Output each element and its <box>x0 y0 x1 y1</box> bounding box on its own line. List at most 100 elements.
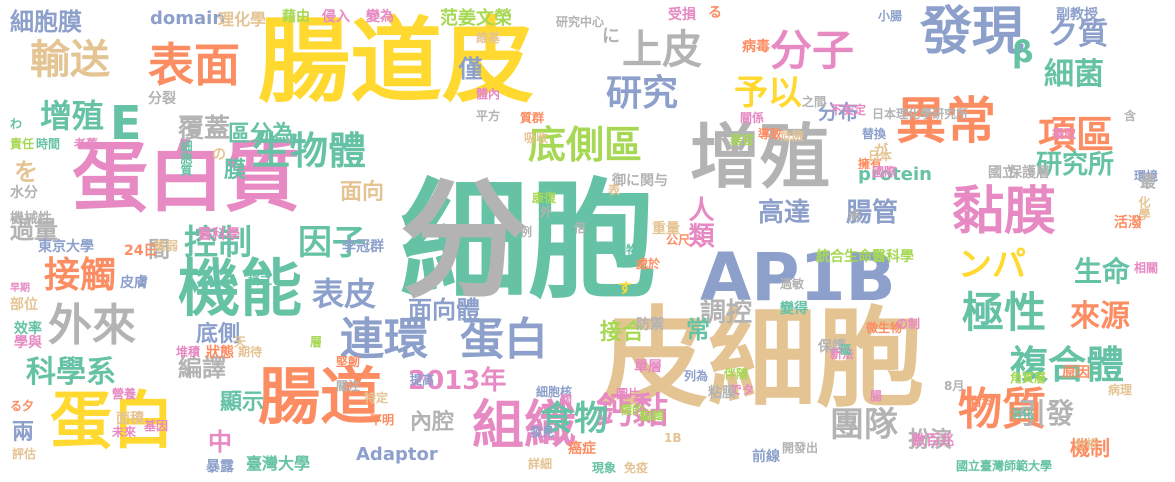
cloud-word: 外來 <box>48 300 136 351</box>
cloud-word: 開發出 <box>782 441 819 455</box>
cloud-word: Adaptor <box>356 444 438 465</box>
cloud-word: 學與 <box>14 335 42 351</box>
cloud-word: 吸收 <box>524 131 549 145</box>
cloud-word: 副教授 <box>1056 7 1098 23</box>
cloud-word: 蛋白 <box>460 314 548 365</box>
cloud-word: 組織 <box>472 396 577 456</box>
cloud-word: 公尺 <box>666 233 691 247</box>
cloud-word: 圖片 <box>616 387 641 401</box>
cloud-word: 関 <box>560 393 573 407</box>
cloud-word: 侵入 <box>322 9 350 25</box>
cloud-word: 百科 <box>970 395 995 409</box>
cloud-word: 關係 <box>740 111 765 125</box>
cloud-word: 責任 <box>10 137 35 151</box>
cloud-word: 不安定 <box>830 103 867 117</box>
cloud-word: 原因 <box>1062 365 1090 381</box>
cloud-word: 防禦 <box>636 317 664 333</box>
cloud-word: 予以 <box>734 73 802 113</box>
cloud-word: 蛋白質 <box>72 133 300 222</box>
cloud-word: 早期 <box>10 283 30 294</box>
cloud-word: す <box>618 281 632 297</box>
cloud-word: に <box>602 26 620 47</box>
cloud-word: 區分為 <box>228 122 295 147</box>
cloud-word: 項區 <box>1038 113 1115 157</box>
cloud-word: 含 <box>1124 109 1137 123</box>
cloud-word: 免疫 <box>624 461 649 475</box>
cloud-word: 面向 <box>340 180 385 205</box>
cloud-word: 細胞核 <box>536 385 573 399</box>
cloud-word: 常 <box>686 316 710 344</box>
cloud-word: 研究 <box>606 73 679 114</box>
cloud-word: 機械性 <box>10 211 52 227</box>
cloud-word: 叢 <box>1140 172 1157 191</box>
cloud-word: 藉由 <box>282 9 310 25</box>
cloud-word: 細胞質 <box>179 140 193 176</box>
cloud-word: 水分 <box>10 185 38 201</box>
cloud-word: 表面 <box>148 38 240 92</box>
cloud-word: 過量 <box>10 216 58 244</box>
cloud-word: 微生物 <box>866 321 903 335</box>
cloud-word: 病 <box>848 209 861 223</box>
cloud-word: の <box>212 147 226 163</box>
cloud-word: ンパ <box>958 245 1026 285</box>
cloud-word: 稱之 <box>248 273 273 287</box>
cloud-word: 單層 <box>634 359 662 375</box>
cloud-word: 國立 <box>988 165 1016 181</box>
cloud-word: 保護層 <box>1008 165 1050 181</box>
cloud-word: 表 <box>608 183 621 197</box>
cloud-word: を <box>14 158 38 186</box>
cloud-word: 底側區 <box>528 123 643 167</box>
cloud-word: 腸道 <box>258 360 383 433</box>
cloud-word: 細胞 <box>400 167 657 316</box>
cloud-word: でタ <box>730 383 755 397</box>
cloud-word: 細胞膜 <box>10 8 82 36</box>
cloud-word: 面向體 <box>408 296 480 324</box>
cloud-word: 保護 <box>818 339 846 355</box>
cloud-word: 基因 <box>144 419 169 433</box>
cloud-word: 小腸 <box>878 9 903 23</box>
cloud-word: 2013年 <box>408 366 507 396</box>
cloud-word: 堅韌 <box>336 355 361 369</box>
cloud-word: 腸道皮 <box>258 8 535 115</box>
cloud-word: 輸送 <box>30 37 110 83</box>
cloud-word: 導致 <box>758 127 783 141</box>
cloud-word: 細菌 <box>1044 57 1104 92</box>
cloud-word: 蛋白 <box>50 384 175 457</box>
cloud-word: 物質 <box>958 384 1046 435</box>
cloud-word: 扮演 <box>908 428 953 453</box>
cloud-word: の制 <box>896 317 921 331</box>
cloud-word: 皮細胞 <box>600 297 925 422</box>
cloud-word: 相關 <box>1134 261 1159 275</box>
cloud-word: 例 <box>520 225 533 239</box>
cloud-word: 面積 <box>116 411 144 427</box>
cloud-word: 皮膚 <box>120 275 148 291</box>
cloud-word: 國立臺灣師範大學 <box>956 459 1053 473</box>
cloud-word: 極性 <box>962 288 1047 337</box>
cloud-word: 部位 <box>10 297 38 313</box>
cloud-word: 危險 <box>780 129 805 143</box>
cloud-word: 日本 <box>868 149 893 163</box>
cloud-word: 食物 <box>540 399 608 439</box>
cloud-word: 研究所 <box>1036 150 1115 180</box>
cloud-word: 病毒 <box>742 39 770 55</box>
cloud-word: 重量 <box>652 221 680 237</box>
cloud-word: 連環 <box>340 314 428 365</box>
cloud-word: 8月 <box>944 379 965 393</box>
cloud-word: ク質 <box>1048 17 1108 52</box>
cloud-word: 處於 <box>636 257 661 271</box>
cloud-word: 堆積 <box>176 345 201 359</box>
cloud-word: 器官 <box>730 133 755 147</box>
cloud-word: 天 <box>234 335 247 349</box>
cloud-word: protein <box>858 164 932 185</box>
cloud-word: 東京大學 <box>38 239 94 255</box>
cloud-word: AP1B <box>700 239 896 316</box>
cloud-word: 現象 <box>592 461 617 475</box>
cloud-word: 國際 <box>872 165 897 179</box>
cloud-word: 關注 <box>336 379 361 393</box>
cloud-word: 調控 <box>700 298 753 328</box>
cloud-word: 控制 <box>184 223 252 263</box>
cloud-word: 標的 <box>620 403 645 417</box>
cloud-word: 癌症 <box>568 441 596 457</box>
cloud-word: 外 <box>540 205 553 219</box>
